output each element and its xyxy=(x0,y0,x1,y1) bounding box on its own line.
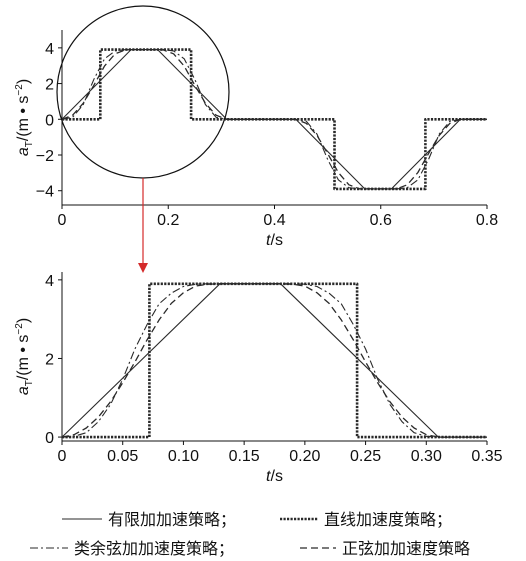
x-tick-label: 0.4 xyxy=(263,212,285,229)
series-line-dotted xyxy=(62,282,487,439)
y-tick-label: 0 xyxy=(45,430,54,447)
x-tick-label: 0 xyxy=(58,448,67,465)
x-tick-label: 0.6 xyxy=(370,212,392,229)
legend-label: 正弦加加速度策略 xyxy=(342,540,470,558)
y-tick-label: 2 xyxy=(45,77,54,94)
y-tick-label: −4 xyxy=(36,184,54,201)
y-tick-label: 4 xyxy=(45,41,54,58)
x-tick-label: 0.20 xyxy=(289,448,320,465)
x-tick-label: 0.2 xyxy=(157,212,179,229)
legend-label: 类余弦加加速度策略； xyxy=(74,539,234,558)
magnifier-circle xyxy=(56,5,230,179)
series-line-dashed xyxy=(61,283,487,438)
x-tick-label: 0.25 xyxy=(350,448,381,465)
x-tick-label: 0.35 xyxy=(471,448,502,465)
y-tick-label: 4 xyxy=(45,273,54,290)
legend-label: 有限加加速策略； xyxy=(108,511,236,529)
x-tick-label: 0.05 xyxy=(107,448,138,465)
x-tick-label: 0.10 xyxy=(168,448,199,465)
full-chart-panel: −4 −2 0 2 4 0 0.2 0.4 0.6 0.8 t/s aT/(m • s−2) xyxy=(14,30,498,249)
y-tick-label: 0 xyxy=(45,112,54,129)
zoom-chart-panel: 0 2 4 0 0.05 0.10 0.15 0.20 0.25 0.30 0.35 t/s aT/(m… xyxy=(14,272,503,485)
y-tick-label: 2 xyxy=(45,351,54,368)
y-axis-label: aT/(m • s−2) xyxy=(14,318,35,395)
x-tick-label: 0.15 xyxy=(229,448,260,465)
legend-label: 直线加速度策略； xyxy=(324,511,452,529)
magnifier-annotation xyxy=(56,5,230,273)
legend: 有限加加速策略； 直线加速度策略； 类余弦加加速度策略； 正弦加加速度策略 xyxy=(30,511,470,558)
y-axis-label: aT/(m • s−2) xyxy=(14,79,35,156)
x-axis-label: t/s xyxy=(266,468,283,485)
x-tick-label: 0.30 xyxy=(411,448,442,465)
series-line-dashdot xyxy=(61,283,487,438)
x-tick-label: 0.8 xyxy=(476,212,498,229)
y-tick-label: −2 xyxy=(36,148,54,165)
x-tick-label: 0 xyxy=(58,212,67,229)
series-line-dashed xyxy=(61,48,487,190)
x-axis-label: t/s xyxy=(266,232,283,249)
series-line-solid xyxy=(61,283,487,438)
